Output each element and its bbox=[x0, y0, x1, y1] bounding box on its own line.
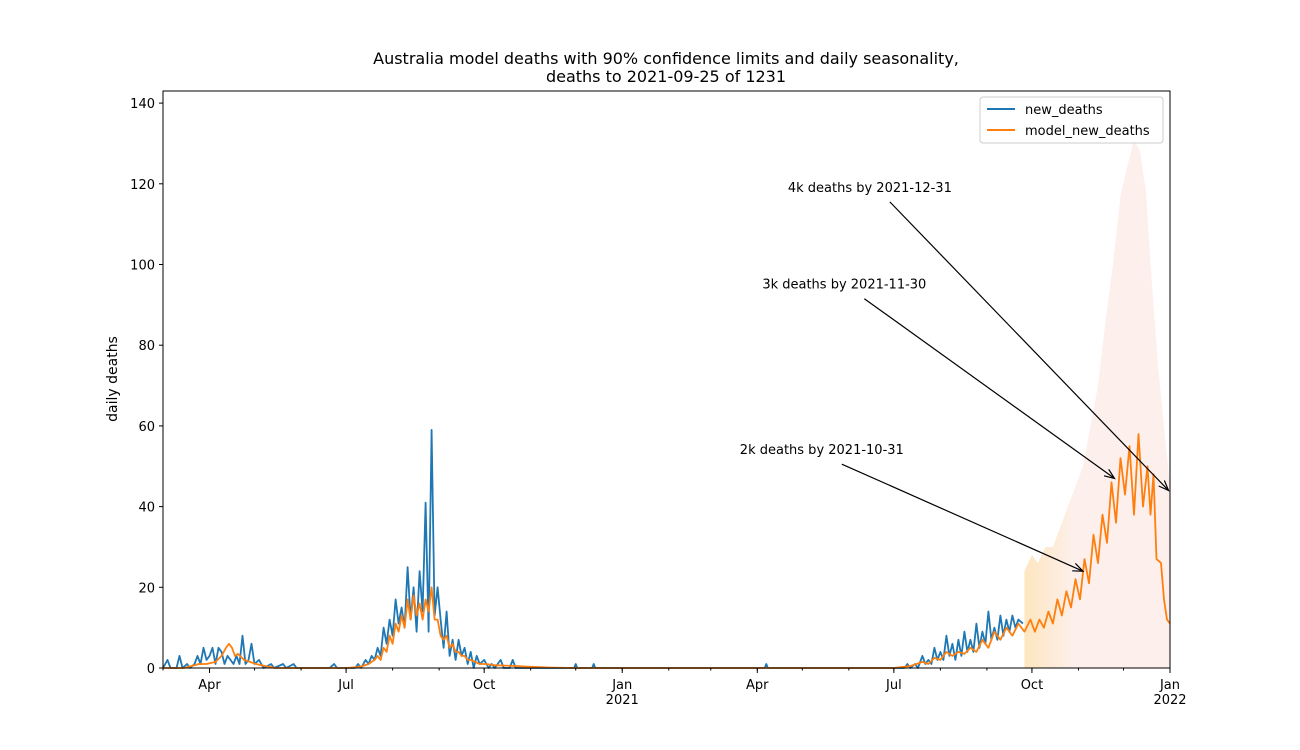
y-tick-label: 20 bbox=[138, 581, 155, 596]
annotations: 2k deaths by 2021-10-31 3k deaths by 2021… bbox=[740, 181, 1170, 572]
chart-subtitle: deaths to 2021-09-25 of 1231 bbox=[546, 67, 786, 86]
y-tick-label: 80 bbox=[138, 339, 155, 354]
x-tick-year-label: 2021 bbox=[606, 693, 639, 708]
annotation-arrow-head bbox=[1158, 480, 1170, 492]
legend-label-model-new-deaths: model_new_deaths bbox=[1025, 124, 1150, 139]
y-tick-label: 40 bbox=[138, 501, 155, 516]
x-tick-year-label: 2022 bbox=[1153, 693, 1186, 708]
x-tick-label: Apr bbox=[746, 678, 769, 693]
legend-label-new-deaths: new_deaths bbox=[1025, 103, 1103, 118]
x-tick-label: Oct bbox=[1021, 678, 1043, 693]
axes-frame bbox=[162, 90, 1171, 669]
y-tick-label: 140 bbox=[130, 97, 155, 112]
confidence-band bbox=[1024, 139, 1170, 668]
series-line-new-deaths bbox=[162, 429, 1024, 669]
annotation-text: 4k deaths by 2021-12-31 bbox=[788, 181, 952, 196]
y-tick-label: 100 bbox=[130, 259, 155, 274]
x-tick-label: Jul bbox=[337, 678, 354, 693]
legend: new_deaths model_new_deaths bbox=[979, 96, 1164, 144]
y-tick-label: 120 bbox=[130, 178, 155, 193]
annotation-text: 2k deaths by 2021-10-31 bbox=[740, 443, 904, 458]
annotation-arrow-head bbox=[1103, 468, 1116, 480]
annotation-arrow-head bbox=[1072, 562, 1085, 572]
x-tick-label: Jul bbox=[885, 678, 902, 693]
series-line-model-new-deaths bbox=[163, 433, 1171, 669]
legend-box bbox=[979, 96, 1164, 144]
x-tick-label: Apr bbox=[198, 678, 221, 693]
x-tick-label: Oct bbox=[473, 678, 495, 693]
x-tick-label: Jan bbox=[1159, 678, 1180, 693]
y-axis-label: daily deaths bbox=[105, 336, 121, 422]
y-axis: 0 20 40 60 80 100 120 140 bbox=[130, 97, 163, 677]
x-tick-label: Jan bbox=[611, 678, 632, 693]
annotation-arrow-line bbox=[841, 463, 1084, 572]
annotation-arrow-line bbox=[863, 298, 1115, 479]
y-tick-label: 0 bbox=[147, 662, 155, 677]
chart-title: Australia model deaths with 90% confiden… bbox=[373, 49, 959, 68]
annotation-arrow-line bbox=[889, 201, 1169, 491]
y-tick-label: 60 bbox=[138, 420, 155, 435]
annotation-text: 3k deaths by 2021-11-30 bbox=[762, 278, 926, 293]
plot-area bbox=[162, 139, 1171, 669]
